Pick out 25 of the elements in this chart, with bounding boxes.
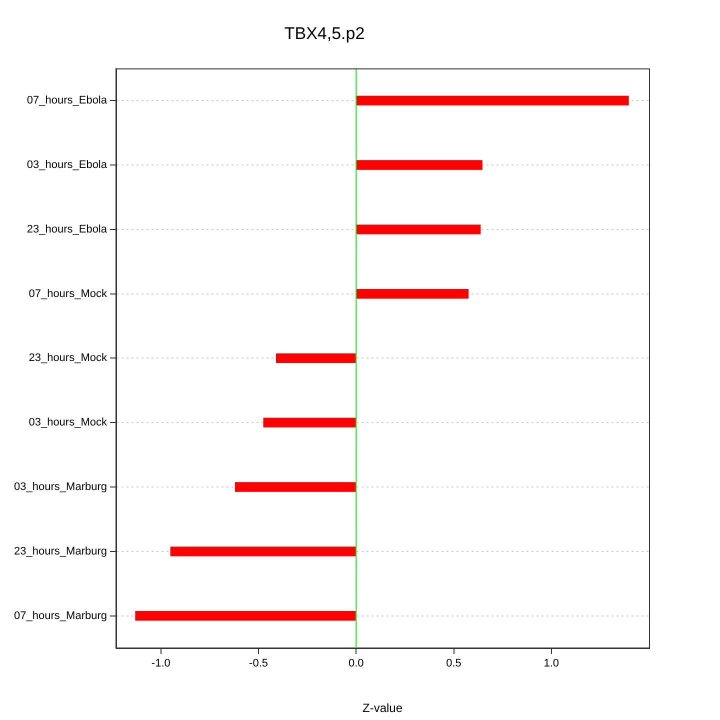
y-tick-label: 07_hours_Mock bbox=[28, 288, 108, 300]
bar bbox=[263, 418, 356, 428]
chart-title: TBX4,5.p2 bbox=[284, 24, 365, 43]
bar bbox=[356, 224, 481, 234]
x-tick-label: -1.0 bbox=[151, 658, 170, 670]
x-tick-label: -0.5 bbox=[249, 658, 268, 670]
y-tick-label: 03_hours_Ebola bbox=[26, 159, 108, 172]
bar bbox=[356, 288, 469, 299]
y-tick-label: 23_hours_Mock bbox=[28, 352, 108, 364]
x-tick-label: 1.0 bbox=[544, 658, 560, 670]
bar bbox=[170, 546, 356, 556]
y-tick-label: 23_hours_Ebola bbox=[26, 223, 108, 236]
x-tick-label: 0.0 bbox=[348, 658, 364, 670]
bar bbox=[356, 96, 629, 106]
bar bbox=[135, 610, 356, 621]
bar bbox=[356, 160, 482, 170]
y-tick-label: 23_hours_Marburg bbox=[14, 545, 107, 558]
y-tick-label: 07_hours_Ebola bbox=[26, 94, 108, 107]
y-tick-label: 03_hours_Mock bbox=[28, 416, 108, 429]
bar bbox=[234, 482, 356, 492]
x-tick-label: 0.5 bbox=[446, 658, 462, 670]
y-tick-label: 07_hours_Marburg bbox=[14, 610, 107, 622]
bar bbox=[276, 353, 356, 364]
y-tick-label: 03_hours_Marburg bbox=[14, 481, 107, 494]
x-axis-title: Z-value bbox=[362, 701, 403, 716]
